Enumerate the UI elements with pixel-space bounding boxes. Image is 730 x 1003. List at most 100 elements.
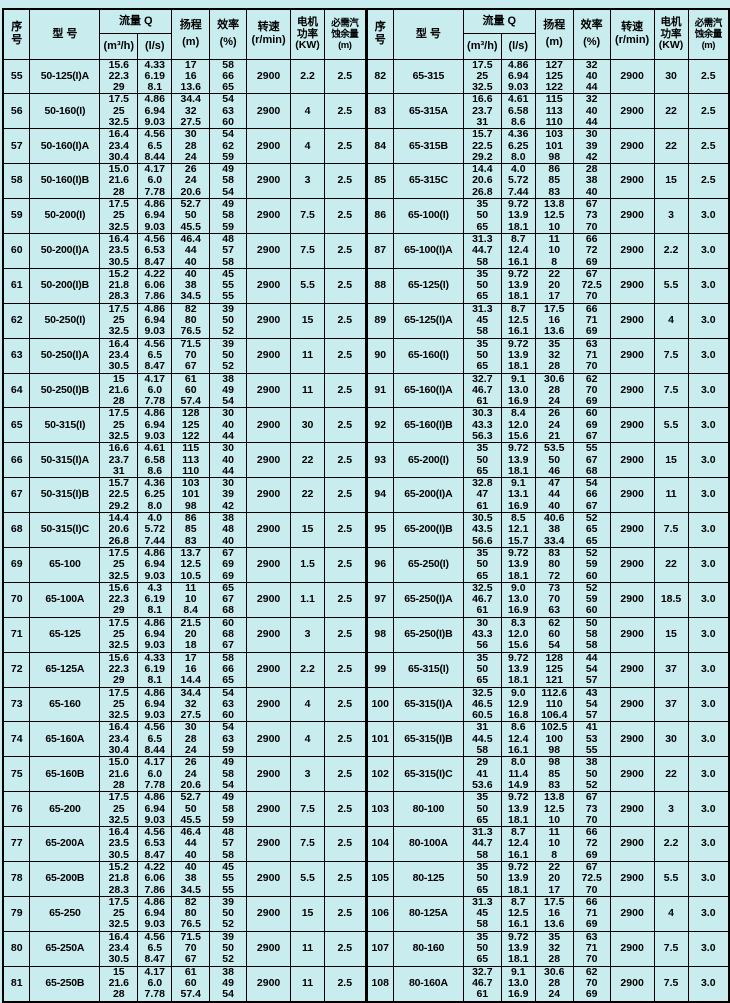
cell-model: 50-315(I) [30,408,100,443]
cell-npsh: 2.5 [688,59,729,94]
cell-power: 11 [291,373,325,408]
cell-efficiency: 62 70 69 [573,373,610,408]
cell-head: 61 60 57.4 [172,966,210,1001]
cell-flow-ls: 4.56 6.5 8.47 [138,338,172,373]
cell-head: 26 24 21 [535,408,573,443]
cell-flow-ls: 9.72 13.9 18.1 [501,652,535,687]
cell-head: 73 70 63 [535,582,573,617]
cell-serial: 80 [3,931,30,966]
cell-flow-ls: 9.72 13.9 18.1 [501,792,535,827]
cell-flow-ls: 9.1 13.1 16.9 [501,478,535,513]
cell-model: 50-250(I)B [30,373,100,408]
cell-efficiency: 44 54 57 [573,652,610,687]
cell-npsh: 3.0 [688,896,729,931]
cell-speed: 2900 [610,547,654,582]
col-header-flow-ls: (l/s) [501,33,535,59]
cell-serial: 77 [3,827,30,862]
cell-flow-ls: 9.0 13.0 16.9 [501,582,535,617]
cell-flow-ls: 4.86 6.94 9.03 [138,617,172,652]
cell-speed: 2900 [610,827,654,862]
cell-flow-ls: 9.1 13.0 16.9 [501,373,535,408]
cell-head: 52.7 50 45.5 [172,199,210,234]
col-header-power: 电机 功率 (KW) [291,9,325,59]
cell-flow-m3h: 14.4 20.6 26.8 [463,164,501,199]
cell-power: 7.5 [291,827,325,862]
cell-speed: 2900 [247,233,291,268]
cell-power: 4 [291,94,325,129]
cell-head: 115 113 110 [172,443,210,478]
cell-flow-m3h: 31.3 45 58 [463,303,501,338]
cell-npsh: 2.5 [325,408,366,443]
cell-npsh: 2.5 [325,94,366,129]
cell-flow-m3h: 31.3 45 58 [463,896,501,931]
cell-model: 80-125 [393,861,463,896]
cell-power: 22 [291,478,325,513]
cell-power: 7.5 [291,792,325,827]
cell-serial: 61 [3,268,30,303]
cell-flow-m3h: 16.4 23.5 30.5 [100,827,138,862]
cell-npsh: 3.0 [688,652,729,687]
cell-flow-m3h: 15 21.6 28 [100,373,138,408]
cell-flow-m3h: 35 50 65 [463,547,501,582]
cell-flow-ls: 4.56 6.5 8.47 [138,931,172,966]
col-header-head: 扬程 (m) [172,9,210,59]
cell-head: 35 32 28 [535,338,573,373]
cell-speed: 2900 [247,268,291,303]
cell-flow-m3h: 17.5 25 32.5 [100,94,138,129]
cell-flow-ls: 9.1 13.0 16.9 [501,966,535,1001]
cell-npsh: 2.5 [325,792,366,827]
cell-head: 11 10 8 [535,827,573,862]
cell-flow-m3h: 15.6 22.3 29 [100,652,138,687]
cell-model: 65-315(I)B [393,722,463,757]
cell-model: 50-160(I)A [30,129,100,164]
cell-flow-m3h: 35 50 65 [463,652,501,687]
cell-serial: 94 [367,478,394,513]
cell-flow-ls: 4.17 6.0 7.78 [138,164,172,199]
cell-speed: 2900 [247,303,291,338]
cell-efficiency: 32 40 44 [573,94,610,129]
cell-model: 65-200(I)B [393,513,463,548]
cell-model: 65-200 [30,792,100,827]
cell-flow-ls: 9.72 13.9 18.1 [501,268,535,303]
cell-model: 50-315(I)C [30,513,100,548]
cell-model: 65-315(I)C [393,757,463,792]
cell-speed: 2900 [247,408,291,443]
cell-head: 71.5 70 67 [172,338,210,373]
cell-npsh: 2.5 [325,513,366,548]
cell-model: 65-250(I) [393,547,463,582]
cell-model: 65-100 [30,547,100,582]
cell-flow-m3h: 15.0 21.6 28 [100,164,138,199]
cell-model: 65-315B [393,129,463,164]
cell-serial: 92 [367,408,394,443]
cell-power: 5.5 [291,861,325,896]
cell-head: 71.5 70 67 [172,931,210,966]
cell-power: 2.2 [654,233,688,268]
spec-table-left: 序 号 型 号 流量 Q 扬程 (m) 效率 (%) 转速 (r/min) 电机… [2,8,367,1003]
cell-efficiency: 49 58 54 [210,164,247,199]
cell-flow-m3h: 17.5 25 32.5 [100,617,138,652]
cell-head: 115 113 110 [535,94,573,129]
cell-flow-m3h: 16.4 23.4 30.5 [100,338,138,373]
cell-head: 52.7 50 45.5 [172,792,210,827]
cell-flow-ls: 4.36 6.25 8.0 [138,478,172,513]
cell-model: 65-160B [30,757,100,792]
cell-npsh: 3.0 [688,199,729,234]
cell-flow-ls: 4.86 6.94 9.03 [501,59,535,94]
cell-serial: 71 [3,617,30,652]
cell-serial: 66 [3,443,30,478]
cell-serial: 73 [3,687,30,722]
cell-head: 112.6 110 106.4 [535,687,573,722]
cell-model: 50-200(I)A [30,233,100,268]
cell-npsh: 2.5 [325,164,366,199]
cell-model: 65-200(I) [393,443,463,478]
cell-power: 4 [291,129,325,164]
